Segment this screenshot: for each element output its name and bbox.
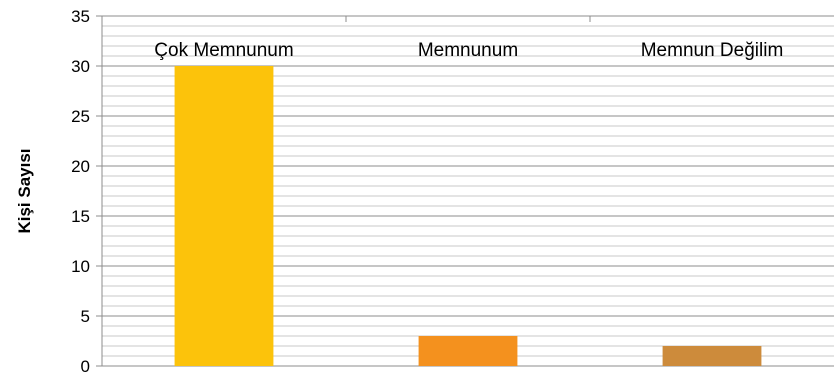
y-tick-label: 20 bbox=[71, 157, 90, 176]
y-tick-label: 15 bbox=[71, 207, 90, 226]
y-tick-label: 35 bbox=[71, 7, 90, 26]
y-tick-label: 10 bbox=[71, 257, 90, 276]
bar-2 bbox=[662, 346, 762, 366]
category-label: Memnun Değilim bbox=[641, 40, 784, 61]
bars bbox=[174, 66, 762, 366]
y-tick-label: 30 bbox=[71, 57, 90, 76]
y-axis-label: Kişi Sayısı bbox=[15, 148, 34, 233]
category-labels: Çok Memnunum Memnunum Memnun Değilim bbox=[154, 40, 783, 61]
y-tick-labels: 0 5 10 15 20 25 30 35 bbox=[71, 7, 90, 376]
category-label: Memnunum bbox=[418, 40, 518, 61]
bar-0 bbox=[174, 66, 274, 366]
y-tick-label: 5 bbox=[81, 307, 90, 326]
bar-1 bbox=[418, 336, 518, 366]
category-label: Çok Memnunum bbox=[154, 40, 293, 61]
y-tick-label: 25 bbox=[71, 107, 90, 126]
y-tick-label: 0 bbox=[81, 357, 90, 376]
